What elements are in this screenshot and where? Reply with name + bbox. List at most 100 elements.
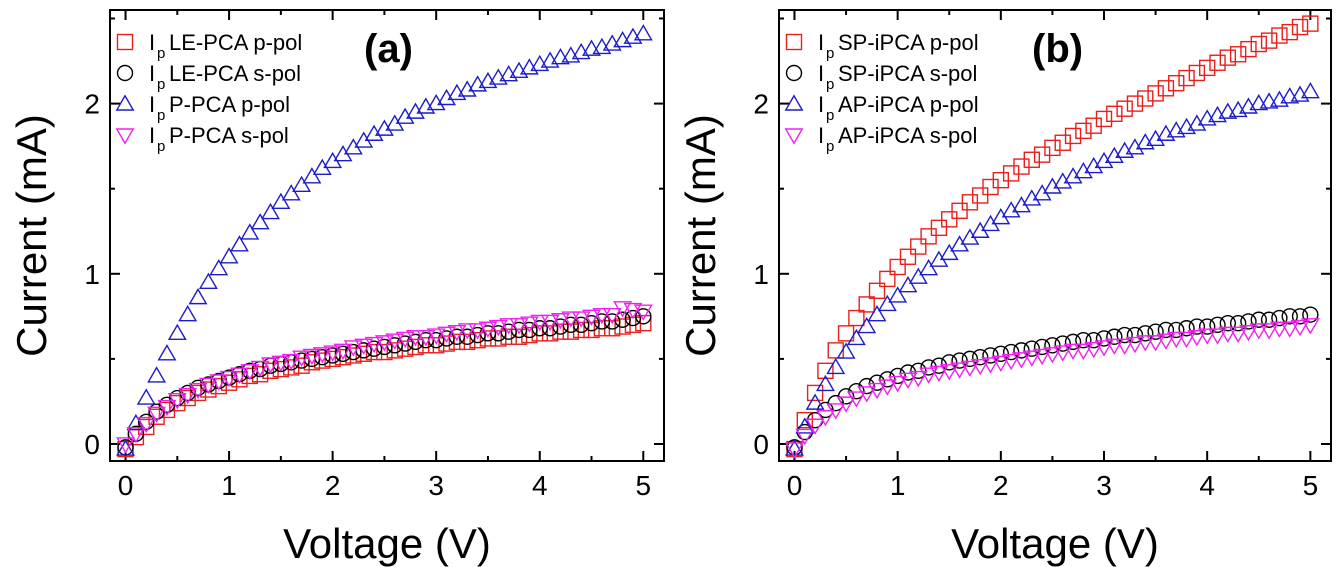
data-point — [1280, 87, 1300, 104]
data-point — [550, 313, 570, 330]
data-point — [919, 259, 939, 276]
data-point — [572, 316, 590, 334]
legend-symbol: I — [818, 61, 824, 86]
y-tick-label: 0 — [84, 429, 100, 460]
data-point — [302, 348, 322, 366]
data-point — [240, 364, 260, 381]
data-point — [815, 410, 835, 427]
data-point — [1126, 95, 1144, 112]
data-point — [806, 384, 824, 402]
data-point — [1054, 335, 1071, 352]
data-point — [167, 393, 187, 410]
data-point — [1073, 343, 1093, 361]
data-point — [908, 267, 928, 284]
data-point — [981, 357, 1000, 374]
data-point — [1271, 27, 1288, 44]
data-point — [147, 366, 167, 383]
data-point — [1187, 330, 1207, 347]
x-axis-label: Voltage (V) — [951, 520, 1159, 567]
data-point — [1157, 80, 1175, 97]
data-point — [459, 328, 476, 345]
data-point — [971, 348, 989, 366]
data-point — [633, 24, 653, 41]
data-point — [950, 362, 970, 379]
data-point — [167, 323, 187, 341]
data-point — [250, 213, 270, 230]
data-point — [1053, 172, 1073, 189]
data-point — [1178, 320, 1195, 337]
data-point — [583, 314, 600, 332]
data-point — [281, 184, 301, 201]
data-point — [1022, 350, 1042, 367]
data-point — [219, 247, 239, 264]
data-point — [188, 287, 208, 305]
data-point — [303, 354, 321, 371]
data-point — [879, 270, 896, 288]
data-point — [178, 304, 198, 322]
y-axis-label: Current (mA) — [8, 114, 55, 357]
data-point — [991, 355, 1011, 372]
data-point — [1188, 64, 1206, 82]
data-point — [314, 352, 331, 369]
data-point — [209, 259, 229, 276]
data-point — [857, 316, 877, 334]
data-point — [1240, 40, 1257, 58]
data-point — [1300, 318, 1320, 335]
data-point — [437, 326, 457, 344]
data-point — [457, 80, 477, 97]
data-point — [1042, 347, 1062, 364]
data-point — [374, 335, 394, 352]
data-point — [229, 367, 249, 384]
data-point — [1147, 323, 1164, 340]
data-point — [219, 370, 239, 388]
data-point — [1063, 167, 1083, 184]
data-point — [624, 309, 642, 327]
legend-subscript: p — [826, 107, 834, 124]
data-point — [1187, 114, 1207, 131]
data-point — [1146, 335, 1166, 352]
data-point — [1084, 341, 1104, 359]
data-point — [613, 301, 633, 318]
data-point — [457, 323, 477, 340]
data-point — [447, 324, 467, 342]
data-point — [229, 235, 249, 252]
data-point — [116, 439, 135, 456]
data-point — [1271, 309, 1288, 327]
data-point — [1240, 313, 1257, 330]
data-point — [939, 364, 959, 381]
data-point — [1300, 82, 1320, 99]
data-point — [623, 302, 643, 320]
data-point — [126, 427, 146, 444]
data-point — [929, 365, 949, 383]
data-point — [868, 374, 886, 391]
legend-subscript: p — [826, 138, 834, 155]
data-point — [169, 394, 186, 412]
data-point — [785, 439, 804, 456]
data-point — [1280, 321, 1300, 338]
data-point — [271, 355, 291, 372]
data-point — [817, 362, 834, 379]
data-point — [1044, 139, 1061, 157]
data-point — [540, 314, 560, 332]
y-tick-label: 1 — [84, 259, 100, 290]
data-point — [1137, 325, 1154, 342]
data-point — [1249, 323, 1269, 340]
x-axis-label: Voltage (V) — [283, 520, 491, 567]
data-point — [200, 381, 217, 398]
data-point — [805, 418, 825, 435]
data-point — [354, 338, 374, 355]
data-point — [1085, 331, 1102, 349]
legend-label: SP-iPCA s-pol — [838, 61, 977, 86]
data-point — [136, 416, 156, 434]
data-point — [795, 428, 815, 446]
data-point — [1104, 146, 1124, 164]
data-point — [437, 88, 457, 106]
data-point — [899, 248, 917, 265]
data-point — [827, 342, 844, 359]
data-point — [416, 330, 436, 347]
legend-marker — [116, 33, 134, 51]
